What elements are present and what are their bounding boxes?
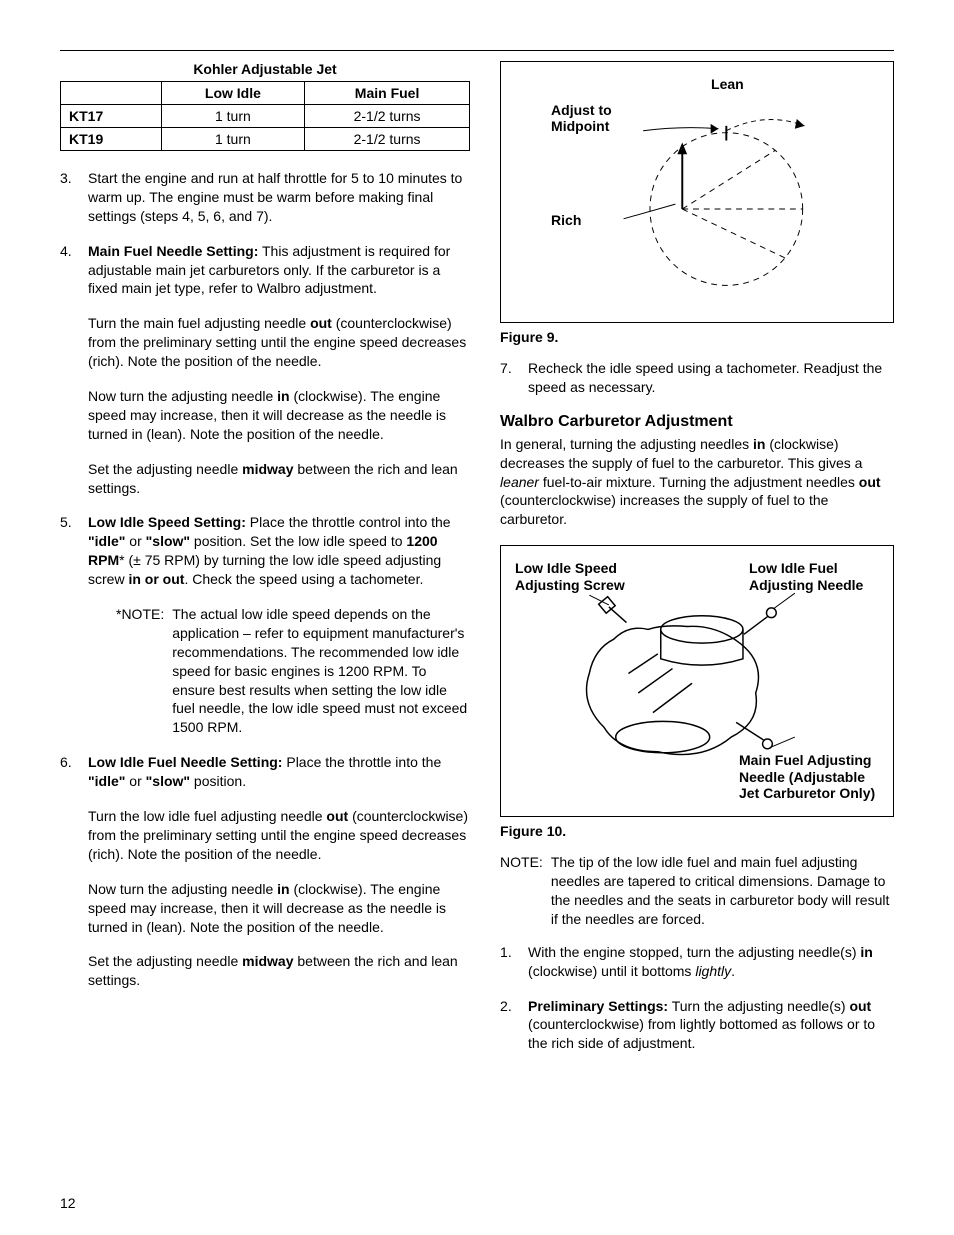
table-cell: KT17 (61, 105, 162, 128)
step-text: Place the throttle into the (282, 754, 441, 770)
italic-word: lightly (695, 963, 731, 979)
step-number: 6. (60, 753, 72, 772)
bold-word: out (310, 315, 332, 331)
step-text: Recheck the idle speed using a tachomete… (528, 360, 882, 395)
step-lead-bold: Preliminary Settings: (528, 998, 668, 1014)
figure-10-caption: Figure 10. (500, 823, 894, 839)
step-text: Start the engine and run at half throttl… (88, 170, 462, 224)
step-text: or (125, 773, 145, 789)
step-number: 3. (60, 169, 72, 188)
step-text: or (125, 533, 145, 549)
step-text: . (731, 963, 735, 979)
figure-9-caption: Figure 9. (500, 329, 894, 345)
right-column: Lean Adjust to Midpoint Rich Figure 9. 7… (500, 61, 894, 1069)
table-cell: 2-1/2 turns (305, 128, 470, 151)
bold-word: "idle" (88, 773, 125, 789)
right-step-7-list: 7. Recheck the idle speed using a tachom… (500, 359, 894, 397)
table-cell: 1 turn (161, 128, 304, 151)
note-body: The actual low idle speed depends on the… (172, 605, 470, 737)
step-text: Now turn the adjusting needle (88, 388, 277, 404)
step-text: (clockwise) until it bottoms (528, 963, 695, 979)
step-text: Turn the adjusting needle(s) (668, 998, 849, 1014)
step-text: With the engine stopped, turn the adjust… (528, 944, 860, 960)
step-text: . Check the speed using a tachometer. (184, 571, 423, 587)
table-header-blank (61, 82, 162, 105)
step-number: 1. (500, 943, 512, 962)
right-note-block: NOTE: The tip of the low idle fuel and m… (500, 853, 894, 929)
table-cell: KT19 (61, 128, 162, 151)
top-rule (60, 50, 894, 51)
bold-word: "slow" (146, 773, 190, 789)
step-1: 1. With the engine stopped, turn the adj… (528, 943, 894, 981)
left-step-list: 3. Start the engine and run at half thro… (60, 169, 470, 990)
step-number: 4. (60, 242, 72, 261)
two-column-layout: Kohler Adjustable Jet Low Idle Main Fuel… (60, 61, 894, 1069)
step-number: 5. (60, 513, 72, 532)
step-text: Turn the main fuel adjusting needle (88, 315, 310, 331)
step-6: 6. Low Idle Fuel Needle Setting: Place t… (88, 753, 470, 990)
step-text: position. Set the low idle speed to (190, 533, 406, 549)
label-rich: Rich (551, 212, 581, 228)
label-lean: Lean (711, 76, 744, 92)
bold-word: "idle" (88, 533, 125, 549)
text: (counterclockwise) increases the supply … (500, 492, 828, 527)
table-row: KT19 1 turn 2-1/2 turns (61, 128, 470, 151)
label-idle-speed-screw: Low Idle Speed Adjusting Screw (515, 560, 645, 594)
step-7: 7. Recheck the idle speed using a tachom… (528, 359, 894, 397)
left-column: Kohler Adjustable Jet Low Idle Main Fuel… (60, 61, 470, 1069)
step-text: Place the throttle control into the (246, 514, 451, 530)
bold-word: out (326, 808, 348, 824)
step-text: position. (190, 773, 246, 789)
table-row: KT17 1 turn 2-1/2 turns (61, 105, 470, 128)
step-lead-bold: Main Fuel Needle Setting: (88, 243, 258, 259)
bold-word: "slow" (146, 533, 190, 549)
walbro-intro: In general, turning the adjusting needle… (500, 435, 894, 529)
table-caption: Kohler Adjustable Jet (60, 61, 470, 81)
bold-word: midway (242, 953, 293, 969)
table-cell: 2-1/2 turns (305, 105, 470, 128)
italic-word: leaner (500, 474, 539, 490)
figure-9-diagram: Lean Adjust to Midpoint Rich (511, 72, 883, 312)
label-adjust-midpoint: Adjust to Midpoint (551, 102, 641, 134)
step-number: 7. (500, 359, 512, 378)
label-main-fuel-needle: Main Fuel Adjusting Needle (Adjustable J… (739, 752, 879, 802)
figure-10-box: Low Idle Speed Adjusting Screw Low Idle … (500, 545, 894, 817)
table-header: Low Idle (161, 82, 304, 105)
step-text: Now turn the adjusting needle (88, 881, 277, 897)
page-number: 12 (60, 1195, 76, 1211)
bold-word: in or out (128, 571, 184, 587)
step-text: Set the adjusting needle (88, 461, 242, 477)
step-number: 2. (500, 997, 512, 1016)
text: fuel-to-air mixture. Turning the adjustm… (539, 474, 859, 490)
walbro-heading: Walbro Carburetor Adjustment (500, 413, 894, 431)
bold-word: midway (242, 461, 293, 477)
bold-word: out (849, 998, 871, 1014)
table-cell: 1 turn (161, 105, 304, 128)
step-3: 3. Start the engine and run at half thro… (88, 169, 470, 226)
text: In general, turning the adjusting needle… (500, 436, 753, 452)
step-5: 5. Low Idle Speed Setting: Place the thr… (88, 513, 470, 737)
step-text: Turn the low idle fuel adjusting needle (88, 808, 326, 824)
note-label: NOTE: (500, 853, 543, 929)
step-text: (counterclockwise) from lightly bottomed… (528, 1016, 875, 1051)
step-lead-bold: Low Idle Speed Setting: (88, 514, 246, 530)
note-block: *NOTE: The actual low idle speed depends… (88, 605, 470, 737)
figure-10-diagram: Low Idle Speed Adjusting Screw Low Idle … (511, 556, 883, 806)
step-2: 2. Preliminary Settings: Turn the adjust… (528, 997, 894, 1054)
label-idle-fuel-needle: Low Idle Fuel Adjusting Needle (749, 560, 879, 594)
note-body: The tip of the low idle fuel and main fu… (551, 853, 894, 929)
bold-word: in (277, 881, 289, 897)
step-text: Set the adjusting needle (88, 953, 242, 969)
bold-word: in (277, 388, 289, 404)
bold-word: in (753, 436, 765, 452)
right-step-list: 1. With the engine stopped, turn the adj… (500, 943, 894, 1053)
step-4: 4. Main Fuel Needle Setting: This adjust… (88, 242, 470, 498)
table-header: Main Fuel (305, 82, 470, 105)
kohler-jet-table: Kohler Adjustable Jet Low Idle Main Fuel… (60, 61, 470, 151)
bold-word: in (860, 944, 872, 960)
note-label: *NOTE: (116, 605, 164, 737)
bold-word: out (859, 474, 881, 490)
figure-9-box: Lean Adjust to Midpoint Rich (500, 61, 894, 323)
step-lead-bold: Low Idle Fuel Needle Setting: (88, 754, 282, 770)
